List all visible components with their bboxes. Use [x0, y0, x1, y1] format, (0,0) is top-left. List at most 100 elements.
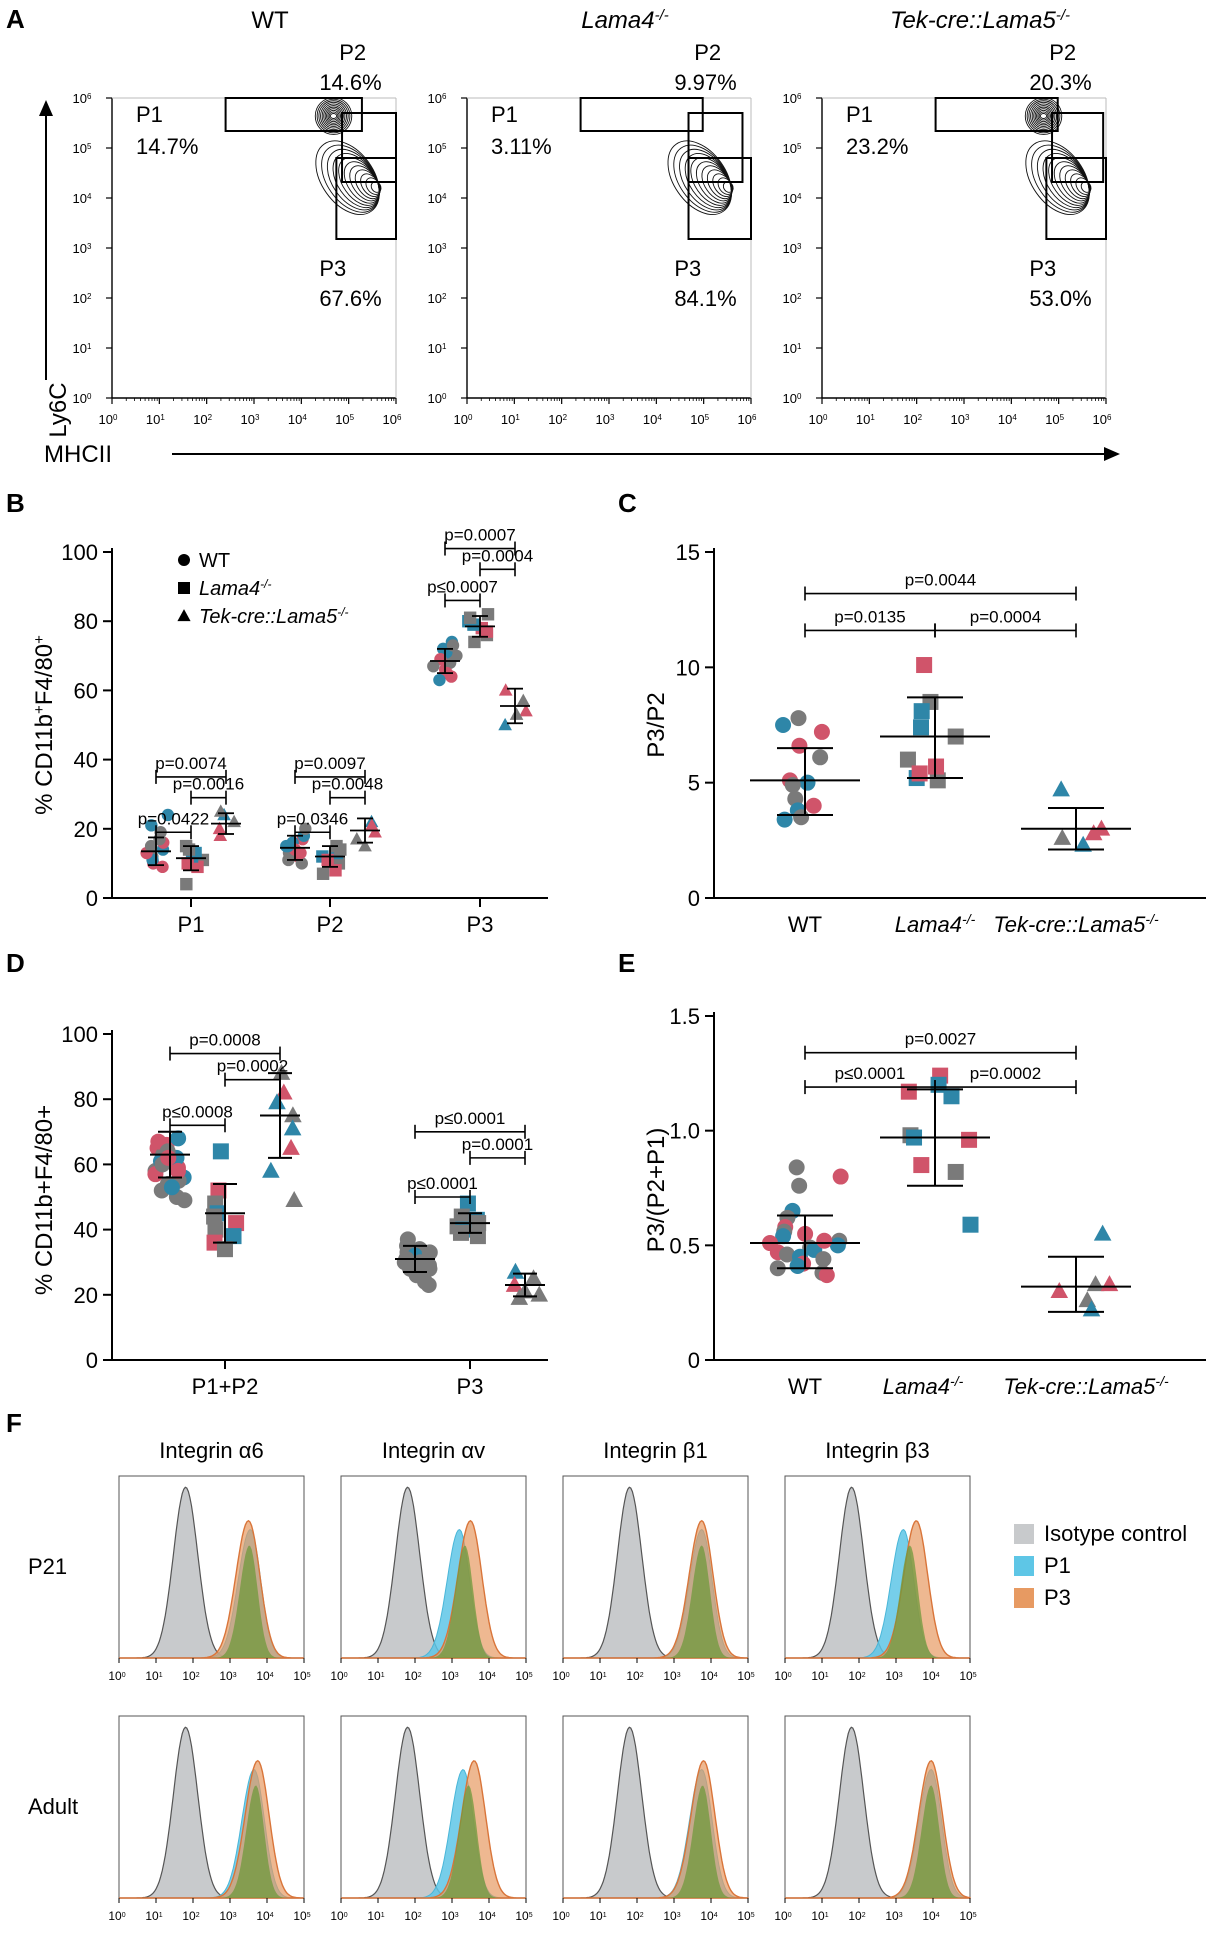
f-x-tick-label: 104: [478, 1669, 495, 1683]
gate-p2-name: P2: [339, 40, 366, 65]
b-point: [498, 683, 513, 696]
e-point: [791, 1177, 808, 1194]
f-overlap-curve: [563, 1785, 748, 1898]
c-pvalue-label: p=0.0044: [905, 571, 976, 590]
contour-line: [1036, 108, 1051, 124]
d-category-label: P1+P2: [192, 1374, 259, 1399]
f-legend-swatch: [1014, 1556, 1034, 1576]
y-tick-label: 0: [86, 1348, 98, 1373]
panel-e-scatter: 0 0.5 1.0 1.5P3/(P2+P1)WT Lama4-/- Tek-cre::L…: [643, 1004, 1206, 1399]
e-category-label: WT: [788, 1374, 822, 1399]
y-tick-label: 1.5: [669, 1004, 700, 1029]
b-category-label: P1: [178, 912, 205, 937]
contour-line: [1033, 105, 1054, 127]
c-pvalue-label: p=0.0135: [834, 607, 905, 626]
contour-x-tick-label: 103: [241, 412, 260, 427]
contour-y-tick-label: 101: [73, 341, 92, 356]
gate-p2: [1051, 112, 1105, 183]
f-p3-curve: [785, 1519, 970, 1659]
c-point: [899, 751, 916, 768]
contour-x-tick-label: 106: [1093, 412, 1112, 427]
y-tick-label: 80: [74, 1087, 98, 1112]
contour-y-tick-label: 104: [783, 191, 802, 206]
contour-x-tick-label: 102: [193, 412, 212, 427]
f-x-tick-label: 100: [108, 1669, 125, 1683]
b-point: [481, 608, 495, 621]
d-ylabel: % CD11b+F4/80+: [31, 1105, 58, 1295]
b-point: [161, 808, 175, 822]
b-pvalue-label: p=0.0422: [138, 809, 209, 828]
f-x-tick-label: 100: [330, 1909, 347, 1923]
gate-p1-value: 14.7%: [136, 134, 198, 159]
contour-y-tick-label: 101: [783, 341, 802, 356]
f-x-tick-label: 101: [589, 1909, 606, 1923]
c-point: [928, 758, 945, 775]
f-frame: [340, 1715, 527, 1899]
contour-x-tick-label: 105: [1045, 412, 1064, 427]
contour-line: [1031, 103, 1056, 129]
d-point: [530, 1285, 549, 1302]
b-point: [463, 611, 477, 624]
f-x-tick-label: 103: [441, 1909, 458, 1923]
panel-label-b: B: [6, 488, 25, 518]
e-point: [1100, 1275, 1119, 1292]
contour-line: [327, 109, 340, 123]
gate-p3: [335, 157, 397, 240]
f-x-tick-label: 105: [737, 1909, 754, 1923]
f-x-tick-label: 105: [959, 1669, 976, 1683]
f-x-tick-label: 100: [552, 1909, 569, 1923]
f-x-tick-label: 101: [367, 1669, 384, 1683]
gate-p1: [224, 97, 363, 132]
f-legend-swatch: [1014, 1588, 1034, 1608]
c-category-label: Tek-cre::Lama5-/-: [993, 911, 1159, 937]
b-ylabel: % CD11b+F4/80+: [31, 635, 59, 815]
f-x-tick-label: 102: [404, 1909, 421, 1923]
f-histogram: 100 101 102 103 104 105: [774, 1715, 977, 1923]
contour-x-tick-label: 101: [856, 412, 875, 427]
gate-p2-name: P2: [694, 40, 721, 65]
d-point: [262, 1161, 280, 1178]
f-x-tick-label: 104: [922, 1669, 939, 1683]
gate-p1-name: P1: [491, 102, 518, 127]
d-point: [285, 1191, 303, 1208]
gate-p3-value: 67.6%: [319, 286, 381, 311]
contour-x-tick-label: 106: [738, 412, 757, 427]
f-histogram: 100 101 102 103 104 105: [330, 1715, 533, 1923]
contour-x-tick-label: 100: [99, 412, 118, 427]
c-ylabel: P3/P2: [643, 692, 670, 757]
d-pvalue-label: p≤0.0008: [162, 1102, 233, 1121]
gate-p1-value: 3.11%: [491, 134, 552, 159]
d-point: [272, 1063, 291, 1080]
d-point: [268, 1093, 286, 1110]
contour-plot-1: WT 100 100 101 101 102 102 103 103 104 104 105 105 10…: [73, 7, 402, 427]
contour-x-tick-label: 101: [146, 412, 165, 427]
contour-x-tick-label: 104: [643, 412, 662, 427]
c-point: [916, 657, 933, 674]
f-x-tick-label: 101: [145, 1669, 162, 1683]
contour-line: [679, 148, 732, 211]
f-x-tick-label: 102: [626, 1909, 643, 1923]
d-point: [216, 1241, 233, 1258]
f-x-tick-label: 101: [589, 1669, 606, 1683]
f-x-tick-label: 104: [700, 1909, 717, 1923]
b-point: [156, 860, 169, 874]
b-point: [294, 846, 307, 860]
b-pvalue-label: p=0.0016: [173, 775, 244, 794]
c-point: [775, 717, 792, 733]
y-tick-label: 100: [61, 540, 98, 565]
contour-line: [667, 140, 732, 215]
mhcii-arrow-head: [1104, 447, 1120, 461]
y-tick-label: 0: [86, 886, 98, 911]
c-category-label: Lama4-/-: [895, 911, 976, 937]
contour-line: [1026, 98, 1061, 134]
b-point: [433, 673, 446, 687]
c-point: [812, 749, 829, 766]
ly6c-arrow-head: [39, 100, 53, 116]
y-tick-label: 5: [688, 771, 700, 796]
gate-p1-name: P1: [136, 102, 163, 127]
b-point: [144, 839, 158, 853]
contour-x-tick-label: 102: [548, 412, 567, 427]
b-legend-marker: [178, 554, 190, 566]
f-x-tick-label: 100: [330, 1669, 347, 1683]
